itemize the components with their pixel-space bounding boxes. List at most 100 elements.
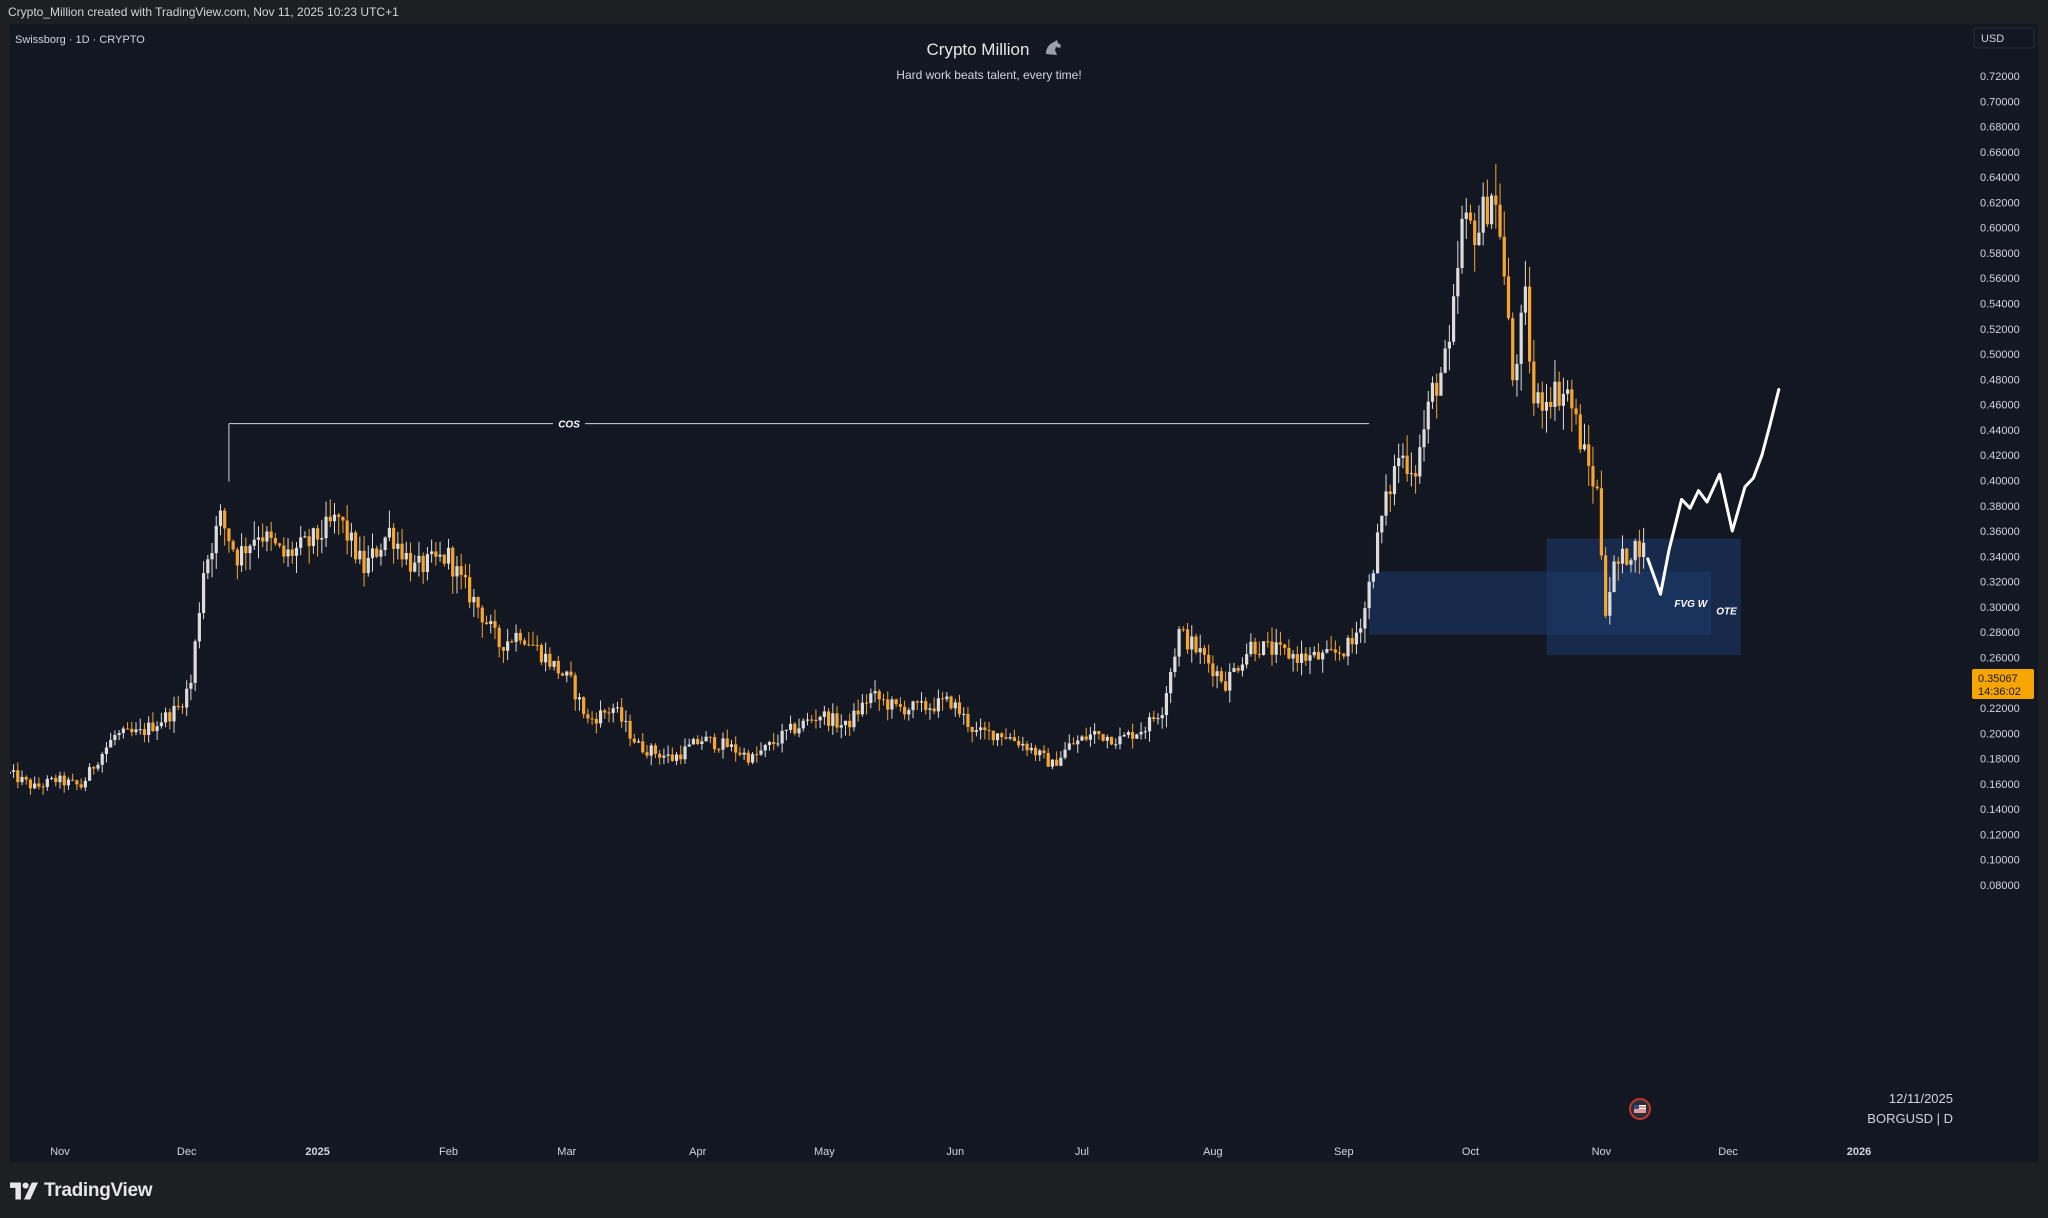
time-tick-label: May	[814, 1146, 835, 1158]
footer-symbol: BORGUSD | D	[1867, 1111, 1953, 1126]
candle-body	[1164, 693, 1169, 716]
candle	[1604, 547, 1608, 619]
candle-body	[1354, 632, 1359, 645]
projection-path[interactable]	[1646, 388, 1781, 596]
candle	[1625, 547, 1629, 566]
candle	[227, 528, 231, 553]
candle-body	[1240, 664, 1245, 671]
time-axis[interactable]: Nov Dec 2025 Feb Mar Apr May Jun Jul Aug Sep Oct Nov…	[50, 1146, 1871, 1158]
candle	[142, 723, 147, 743]
candle	[1316, 643, 1321, 661]
candle-body	[75, 780, 79, 785]
tradingview-logo-icon	[10, 1182, 38, 1200]
price-tick-label: 0.10000	[1980, 855, 2020, 867]
candle	[894, 698, 898, 708]
candle-body	[1228, 671, 1232, 691]
candle-body	[636, 741, 641, 743]
candle	[1494, 164, 1498, 229]
candle-body	[1397, 458, 1401, 467]
price-axis[interactable]: 0.08000 0.10000 0.12000 0.14000 0.16000 0.180…	[1980, 71, 2020, 892]
candle	[252, 521, 256, 551]
candle	[687, 738, 691, 747]
tradingview-logo[interactable]: TradingView	[10, 1180, 153, 1202]
price-tick-label: 0.16000	[1980, 779, 2020, 791]
candle	[729, 739, 734, 752]
candle	[1418, 434, 1422, 484]
candle-body	[1489, 195, 1494, 225]
candle-body	[919, 701, 924, 703]
candle-body	[691, 739, 696, 745]
currency-box[interactable]	[1973, 27, 2035, 49]
candle	[1401, 443, 1405, 469]
candle	[839, 714, 843, 739]
candle-body	[1126, 732, 1131, 735]
candle	[265, 526, 269, 552]
candle-body	[666, 754, 670, 756]
price-tick-label: 0.46000	[1980, 400, 2020, 412]
candle	[497, 624, 501, 658]
candle	[104, 742, 109, 763]
chart-pane[interactable]: COS FVG W OTE Swissborg · 1D · CRYPTO Cryp…	[10, 24, 2038, 1162]
candle-body	[1088, 734, 1093, 740]
symbol-line[interactable]: Swissborg · 1D · CRYPTO	[15, 34, 145, 46]
candle-body	[231, 541, 235, 550]
candle	[1451, 283, 1456, 346]
candle	[1257, 641, 1261, 659]
candle-body	[185, 688, 189, 708]
candle-body	[725, 738, 729, 748]
candle-body	[544, 653, 548, 663]
candle-body	[1418, 447, 1422, 477]
us-flag-icon[interactable]	[1629, 1098, 1651, 1120]
candle-body	[1337, 652, 1342, 654]
candle-body	[1278, 642, 1283, 645]
candle	[223, 507, 227, 546]
candle	[666, 745, 670, 764]
candle	[624, 710, 628, 733]
candle	[928, 703, 932, 720]
annotations-layer: COS FVG W OTE	[228, 388, 1781, 618]
candle-body	[826, 711, 831, 726]
candle-body	[493, 621, 497, 628]
candle-body	[755, 754, 759, 756]
candle	[370, 533, 375, 572]
candle	[58, 771, 62, 789]
candle-body	[1287, 647, 1291, 659]
candle	[1439, 366, 1443, 396]
candle	[1574, 398, 1578, 425]
candle	[759, 742, 763, 756]
candle-body	[176, 705, 180, 707]
candle-body	[1435, 382, 1439, 396]
candle-body	[113, 735, 117, 740]
candle-body	[180, 706, 185, 708]
candle	[620, 698, 624, 728]
candle-body	[1430, 382, 1435, 402]
candle-body	[316, 528, 320, 540]
candle-body	[860, 702, 864, 715]
candle	[1156, 713, 1160, 725]
candle	[33, 776, 37, 790]
time-tick-label: 2026	[1847, 1146, 1871, 1158]
candle	[1515, 354, 1519, 397]
candle-body	[628, 720, 632, 739]
candle-body	[712, 737, 717, 750]
price-chart[interactable]: COS FVG W OTE Swissborg · 1D · CRYPTO Cryp…	[10, 24, 2038, 1162]
candle	[24, 775, 28, 785]
candle-body	[392, 527, 396, 549]
candle-body	[214, 525, 218, 554]
candle	[66, 776, 71, 790]
candle	[1409, 452, 1413, 487]
candle	[860, 694, 864, 717]
candle-body	[1620, 548, 1625, 564]
candle-body	[1093, 731, 1097, 735]
candle-body	[451, 547, 455, 577]
candle-body	[1308, 655, 1312, 661]
candle	[632, 733, 636, 744]
candle	[354, 530, 358, 564]
candle-body	[805, 719, 810, 721]
candle-body	[468, 577, 472, 603]
candle-body	[662, 755, 666, 758]
candle-body	[430, 551, 434, 555]
candle	[936, 689, 940, 718]
candle-body	[117, 733, 121, 736]
candle-body	[1156, 718, 1160, 720]
